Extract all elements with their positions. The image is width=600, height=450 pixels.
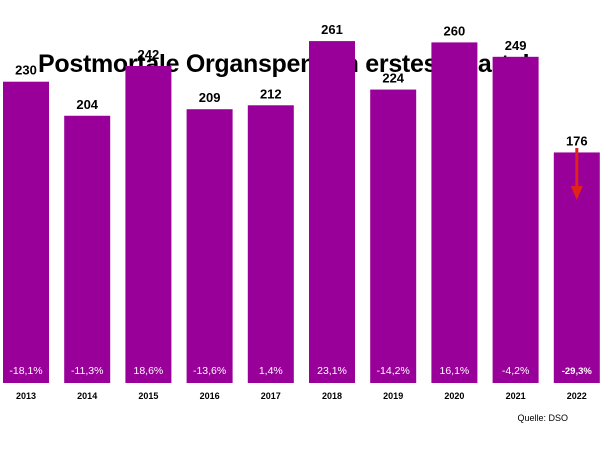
value-label-2015: 242 (138, 47, 160, 62)
x-tick-label-2020: 2020 (444, 391, 464, 401)
bar-2018 (309, 41, 355, 384)
value-label-2022: 176 (566, 133, 588, 148)
change-label-2019: -14,2% (377, 365, 410, 377)
change-label-2020: 16,1% (440, 365, 470, 377)
x-tick-label-2018: 2018 (322, 391, 342, 401)
bar-2020 (431, 42, 478, 384)
value-label-2021: 249 (505, 38, 527, 53)
change-label-2014: -11,3% (71, 365, 104, 377)
x-tick-label-2015: 2015 (138, 391, 158, 401)
bar-2019 (370, 89, 417, 383)
x-tick-label-2013: 2013 (16, 391, 36, 401)
value-label-2016: 209 (199, 90, 221, 105)
value-label-2014: 204 (76, 97, 98, 112)
bar-2017 (247, 105, 294, 383)
x-tick-label-2017: 2017 (261, 391, 281, 401)
arrow-shaft (575, 148, 579, 188)
change-label-2022: -29,3% (562, 366, 593, 377)
bar-2021 (492, 56, 539, 384)
value-label-2018: 261 (321, 22, 343, 37)
change-label-2015: 18,6% (134, 365, 164, 377)
source-note: Quelle: DSO (517, 413, 568, 423)
bar-2015 (125, 65, 172, 383)
x-tick-label-2021: 2021 (506, 391, 526, 401)
change-label-2013: -18,1% (9, 365, 42, 377)
bar-2014 (64, 115, 111, 383)
change-label-2021: -4,2% (502, 365, 529, 377)
change-label-2017: 1,4% (259, 365, 283, 377)
x-tick-label-2016: 2016 (200, 391, 220, 401)
bar-2016 (186, 109, 233, 384)
x-tick-label-2019: 2019 (383, 391, 403, 401)
bar-2013 (3, 81, 49, 383)
x-tick-label-2022: 2022 (567, 391, 587, 401)
change-label-2016: -13,6% (193, 365, 226, 377)
value-label-2020: 260 (444, 23, 466, 38)
value-label-2019: 224 (382, 71, 404, 86)
down-arrow-icon (570, 148, 583, 200)
x-tick-label-2014: 2014 (77, 391, 97, 401)
value-label-2013: 230 (15, 63, 37, 78)
value-label-2017: 212 (260, 86, 282, 101)
arrow-head (570, 186, 583, 200)
change-label-2018: 23,1% (317, 365, 347, 377)
